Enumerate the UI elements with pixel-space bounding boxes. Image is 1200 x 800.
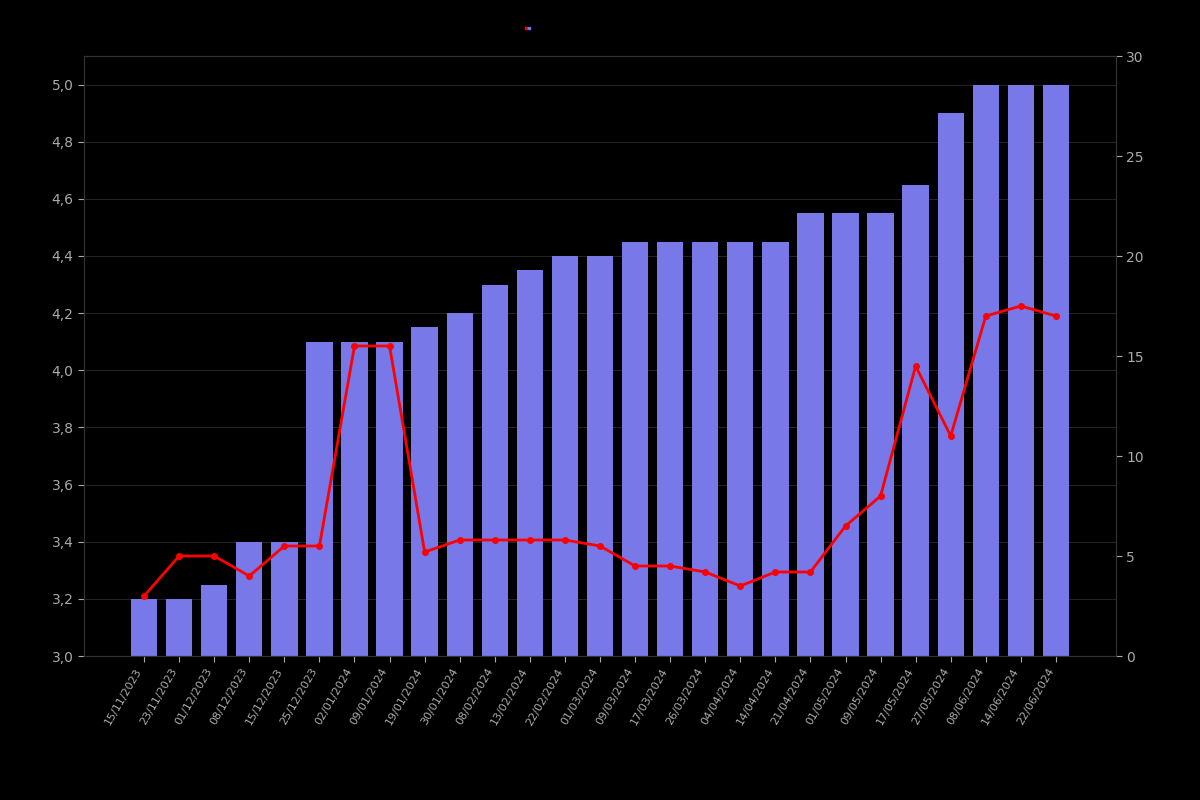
Bar — [271, 542, 298, 656]
Bar — [446, 313, 473, 656]
Bar — [202, 585, 227, 656]
Bar — [868, 213, 894, 656]
Bar — [622, 242, 648, 656]
Bar — [656, 242, 683, 656]
Bar — [762, 242, 788, 656]
Bar — [833, 213, 859, 656]
Bar — [692, 242, 719, 656]
Bar — [517, 270, 544, 656]
Bar — [306, 342, 332, 656]
Bar — [797, 213, 823, 656]
Bar — [377, 342, 403, 656]
Bar — [341, 342, 367, 656]
Legend: , : , — [524, 26, 530, 30]
Bar — [587, 256, 613, 656]
Bar — [166, 599, 192, 656]
Bar — [552, 256, 578, 656]
Bar — [973, 85, 998, 656]
Bar — [902, 185, 929, 656]
Bar — [1008, 85, 1034, 656]
Bar — [412, 327, 438, 656]
Bar — [131, 599, 157, 656]
Bar — [481, 285, 508, 656]
Bar — [1043, 85, 1069, 656]
Bar — [937, 113, 964, 656]
Bar — [727, 242, 754, 656]
Bar — [236, 542, 263, 656]
